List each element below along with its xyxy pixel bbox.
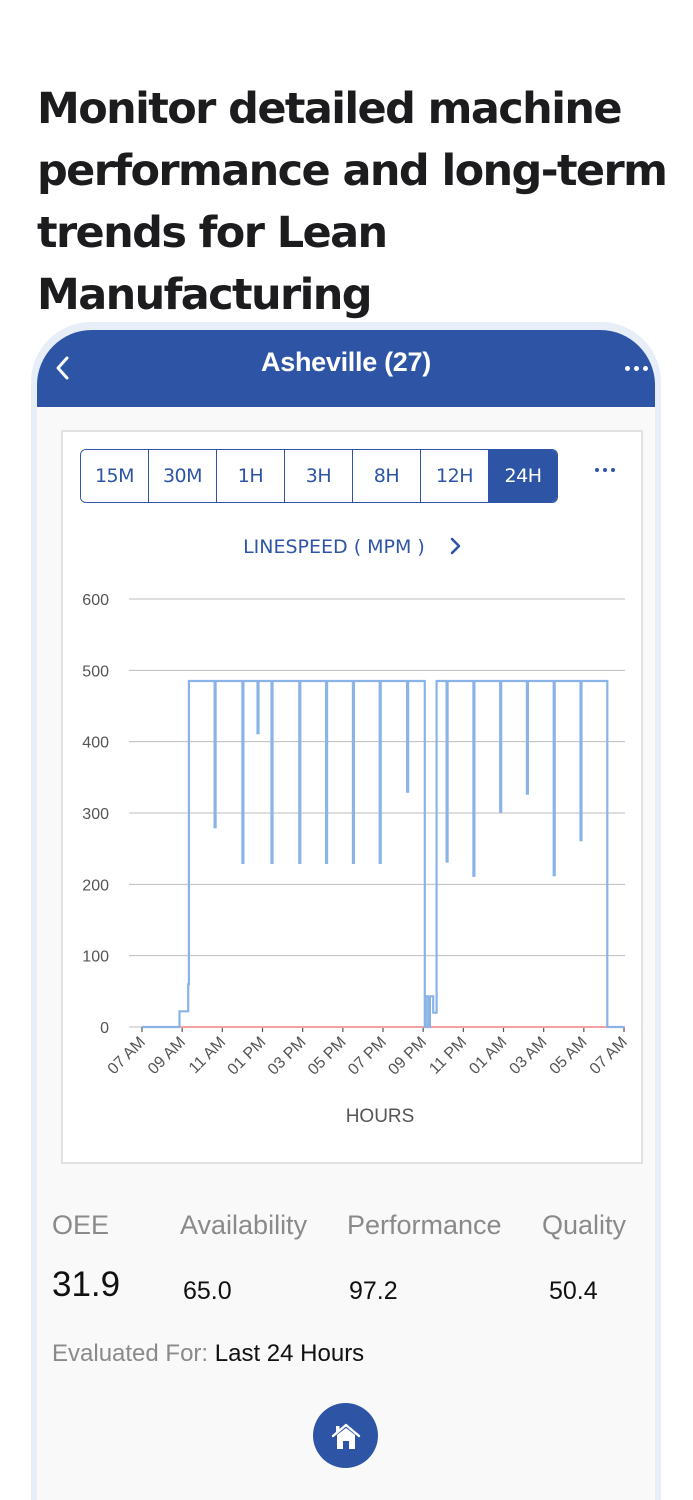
x-tick-label: 09 AM xyxy=(145,1034,189,1078)
kpi-availability-label: Availability xyxy=(180,1210,308,1240)
app-header: Asheville (27) xyxy=(37,330,655,407)
metric-title: LINESPEED ( MPM ) xyxy=(243,536,425,558)
evaluated-value: Last 24 Hours xyxy=(214,1340,365,1367)
y-tick-label: 500 xyxy=(82,663,109,680)
x-tick-label: 09 PM xyxy=(385,1034,430,1079)
y-tick-label: 300 xyxy=(82,806,109,823)
x-tick-label: 01 AM xyxy=(466,1034,510,1078)
chart-card: 15M 30M 1H 3H 8H 12H 24H LINESPEED ( MPM… xyxy=(61,430,643,1164)
kpi-performance-value: 97.2 xyxy=(349,1277,398,1305)
range-3h-button[interactable]: 3H xyxy=(285,450,353,502)
x-tick-label: 11 PM xyxy=(426,1034,470,1078)
chevron-left-icon xyxy=(56,356,69,380)
more-dot xyxy=(634,365,639,371)
y-axis-labels: 0 100 200 300 400 500 600 xyxy=(82,592,109,1037)
range-15m-button[interactable]: 15M xyxy=(81,450,149,502)
range-24h-button[interactable]: 24H xyxy=(489,450,557,502)
x-tick-label: 03 PM xyxy=(265,1034,310,1079)
more-dot xyxy=(643,365,648,371)
kpi-quality-value: 50.4 xyxy=(549,1277,598,1305)
x-tick-label: 05 AM xyxy=(547,1034,591,1078)
more-dot xyxy=(611,468,615,472)
app-screen: Asheville (27) 15M 30M 1H 3H 8H 12H 24H … xyxy=(37,330,655,1500)
kpi-quality-label: Quality xyxy=(542,1210,627,1240)
home-icon xyxy=(331,1423,360,1449)
time-range-selector: 15M 30M 1H 3H 8H 12H 24H xyxy=(80,449,558,503)
range-1h-button[interactable]: 1H xyxy=(217,450,285,502)
chart-options-button[interactable] xyxy=(595,468,615,472)
more-horizontal-icon xyxy=(625,365,630,371)
kpi-labels: OEE Availability Performance Quality xyxy=(52,1210,652,1246)
evaluated-label: Evaluated For: xyxy=(52,1340,209,1367)
x-tick-label: 07 AM xyxy=(105,1034,149,1078)
kpi-values: 31.9 65.0 97.2 50.4 xyxy=(52,1265,652,1315)
chevron-right-icon[interactable] xyxy=(449,537,461,560)
range-30m-button[interactable]: 30M xyxy=(149,450,217,502)
range-8h-button[interactable]: 8H xyxy=(353,450,421,502)
y-tick-label: 0 xyxy=(100,1020,109,1037)
y-tick-label: 600 xyxy=(82,592,109,609)
metric-selector[interactable]: LINESPEED ( MPM ) xyxy=(63,536,641,560)
kpi-availability-value: 65.0 xyxy=(183,1277,232,1305)
range-12h-button[interactable]: 12H xyxy=(421,450,489,502)
y-tick-label: 400 xyxy=(82,735,109,752)
page-title: Asheville (27) xyxy=(261,347,431,377)
x-tick-label: 11 AM xyxy=(186,1034,229,1077)
kpi-oee-label: OEE xyxy=(52,1210,110,1240)
more-horizontal-icon xyxy=(595,468,599,472)
x-axis-title: HOURS xyxy=(346,1106,415,1127)
y-tick-label: 100 xyxy=(82,949,109,966)
y-gridlines xyxy=(129,598,625,1028)
x-tick-label: 07 PM xyxy=(345,1034,390,1079)
linespeed-series xyxy=(142,679,624,1029)
marketing-headline: Monitor detailed machine performance and… xyxy=(37,84,668,320)
header-more-button[interactable] xyxy=(625,358,655,378)
x-tick-label: 03 AM xyxy=(506,1034,550,1078)
y-tick-label: 200 xyxy=(82,877,109,894)
x-tick-label: 07 AM xyxy=(587,1034,631,1078)
kpi-oee-value: 31.9 xyxy=(52,1265,121,1304)
x-tick-label: 01 PM xyxy=(225,1034,270,1079)
back-button[interactable] xyxy=(51,352,75,384)
kpi-performance-label: Performance xyxy=(347,1210,502,1240)
home-button[interactable] xyxy=(313,1403,378,1468)
evaluation-period: Evaluated For: Last 24 Hours xyxy=(52,1340,364,1368)
more-dot xyxy=(603,468,607,472)
x-tick-label: 05 PM xyxy=(305,1034,350,1079)
